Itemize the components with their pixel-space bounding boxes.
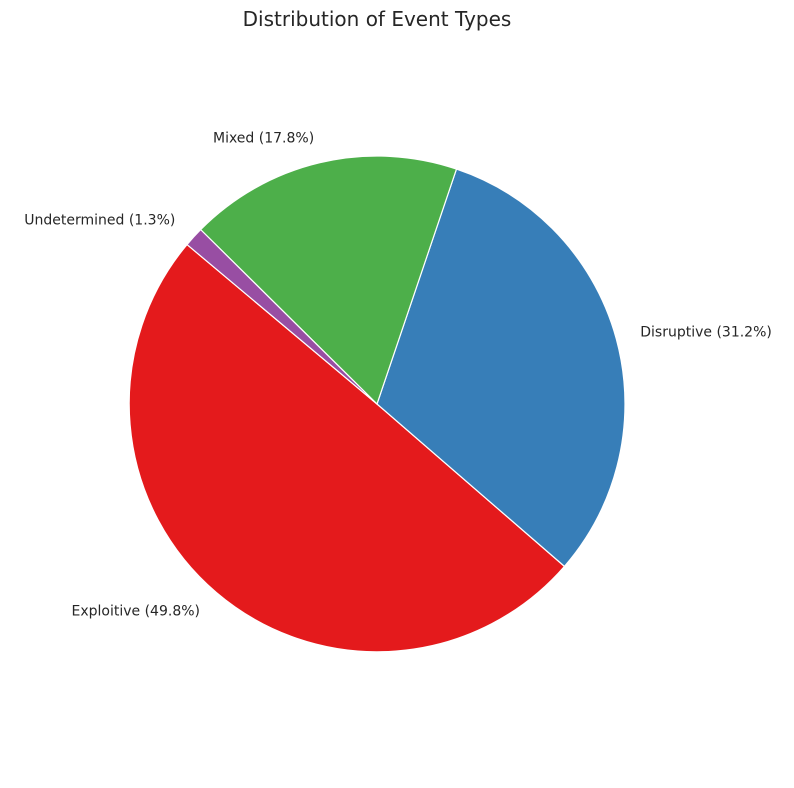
pie-slice-1 <box>376 168 626 567</box>
pie-label-2: Mixed (17.8%) <box>213 131 314 147</box>
pie-slice-2 <box>200 155 458 405</box>
pie-labels: Exploitive (49.8%) Disruptive (31.2%) Mixe… <box>24 131 772 620</box>
pie-slices <box>128 155 626 653</box>
pie-label-3: Undetermined (1.3%) <box>24 212 175 228</box>
chart-title: Distribution of Event Types <box>243 7 512 31</box>
pie-slice-0 <box>128 243 566 653</box>
pie-label-1: Disruptive (31.2%) <box>640 324 772 340</box>
pie-slice-3 <box>186 229 378 405</box>
pie-label-0: Exploitive (49.8%) <box>72 604 201 620</box>
